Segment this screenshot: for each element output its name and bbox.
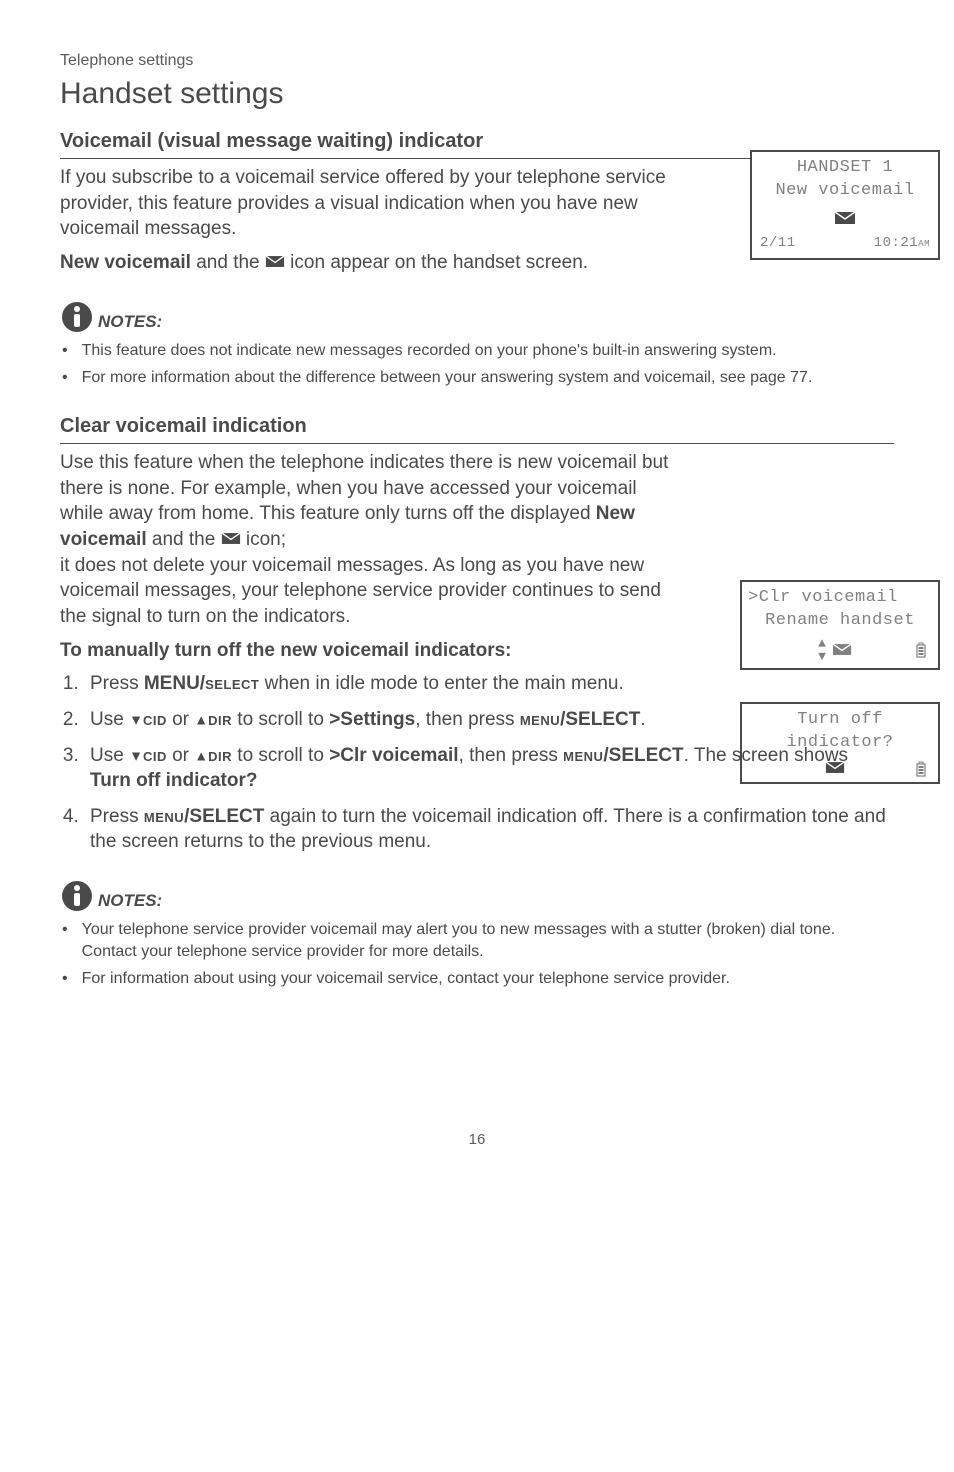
section2-subheading: To manually turn off the new voicemail i… bbox=[60, 638, 894, 664]
note-item: •This feature does not indicate new mess… bbox=[60, 340, 894, 362]
notes-header: NOTES: bbox=[60, 300, 894, 334]
step-3: Use ▼cid or ▲dir to scroll to >Clr voice… bbox=[84, 743, 894, 794]
page-title: Handset settings bbox=[60, 74, 894, 115]
step-4: Press menu/SELECT again to turn the voic… bbox=[84, 804, 894, 855]
note-item: •For more information about the differen… bbox=[60, 367, 894, 389]
info-icon bbox=[60, 300, 94, 334]
breadcrumb: Telephone settings bbox=[60, 50, 894, 72]
mail-icon bbox=[265, 250, 285, 276]
page-number: 16 bbox=[60, 1130, 894, 1150]
section1-para2: New voicemail and the icon appear on the… bbox=[60, 250, 894, 276]
section2-para1: Use this feature when the telephone indi… bbox=[60, 450, 894, 630]
note-item: •For information about using your voicem… bbox=[60, 968, 894, 990]
step-2: Use ▼cid or ▲dir to scroll to >Settings,… bbox=[84, 707, 894, 733]
battery-icon bbox=[916, 761, 926, 777]
info-icon bbox=[60, 879, 94, 913]
notes-label: NOTES: bbox=[98, 890, 162, 913]
notes-label: NOTES: bbox=[98, 311, 162, 334]
new-voicemail-label: New voicemail bbox=[60, 252, 191, 273]
note-item: •Your telephone service provider voicema… bbox=[60, 919, 894, 962]
section1-para1: If you subscribe to a voicemail service … bbox=[60, 165, 894, 242]
step-1: Press MENU/select when in idle mode to e… bbox=[84, 671, 894, 697]
mail-icon bbox=[221, 527, 241, 553]
notes-header: NOTES: bbox=[60, 879, 894, 913]
battery-icon bbox=[916, 642, 926, 658]
section2-heading: Clear voicemail indication bbox=[60, 413, 894, 444]
